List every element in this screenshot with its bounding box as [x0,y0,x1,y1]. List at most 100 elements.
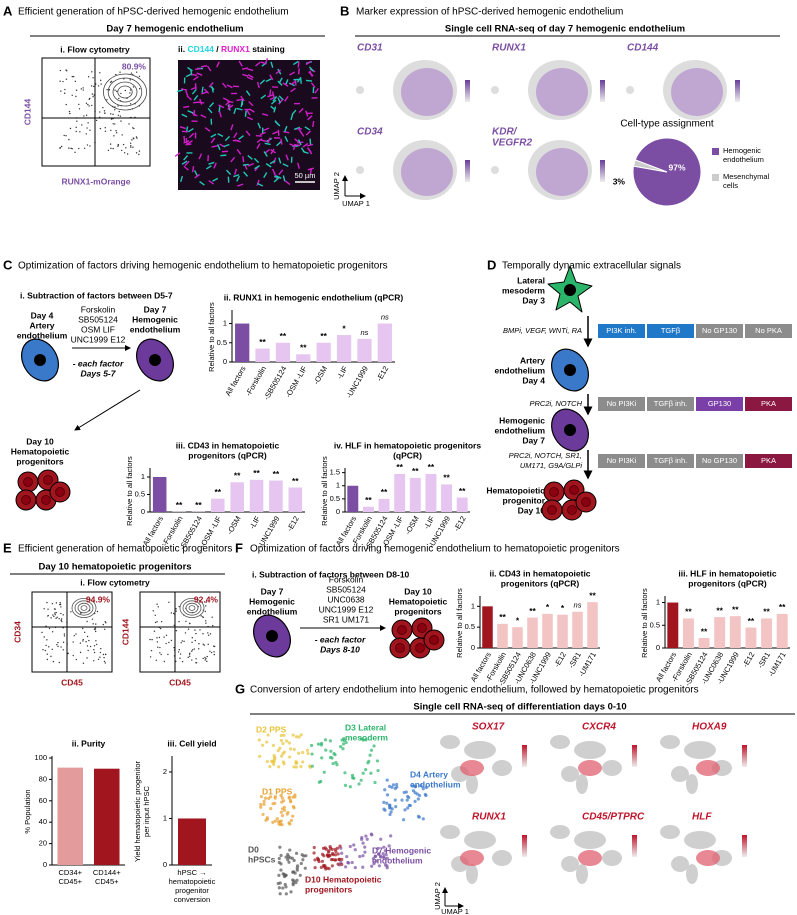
flow-dot [75,126,77,129]
umap-dot [424,785,428,790]
gene-label: CD144 [627,43,659,54]
flow-dot [79,651,82,654]
bar [211,498,225,512]
bar [482,606,493,648]
hpc-nucleus [549,487,559,497]
flow-dot [48,646,50,648]
stain-fiber [174,152,181,157]
significance-label: * [342,323,346,333]
flow-dot [51,602,54,605]
flow-dot [69,112,71,115]
stain-fiber [282,163,289,168]
flow-dot [135,152,138,154]
umap-dot [312,845,316,850]
flow-dot [99,111,101,113]
flow-dot [70,611,72,613]
umap-dot [281,886,285,890]
flow-dot [206,660,208,663]
flow-dot [203,644,206,646]
stain-fiber [304,126,311,131]
umap-dot [377,852,381,856]
signal-label: No PI3Ki [607,399,637,408]
y-tick-label: 0 [43,860,47,869]
flow-dot [156,637,158,639]
bar [235,323,250,362]
flow-dot [105,622,107,624]
umap-dot [258,754,262,758]
umap-dot [279,793,283,798]
flow-dot [78,108,81,110]
signal-box [598,324,645,338]
umap-cluster [464,741,496,759]
flow-dot [56,616,58,619]
stain-fiber [210,133,217,138]
umap-cluster [491,86,499,94]
umap-dot [350,773,355,777]
umap-dot [364,768,368,772]
stage-label: progenitors [394,606,441,616]
stain-fiber [200,65,208,68]
chart-title: iii. Cell yield [167,738,216,748]
flow-dot [209,633,212,635]
umap-dot [332,751,336,756]
stain-fiber [211,145,218,148]
y-tick-label: 0 [471,643,475,652]
umap-dot [288,798,293,803]
umap-dot [293,795,297,799]
flow-dot [170,639,173,642]
umap-dot [338,844,342,848]
stain-fiber [290,113,294,121]
flow-dot [213,651,215,653]
flow-dot [59,602,61,604]
flow-dot [149,656,152,658]
umap-dot [294,765,299,769]
umap-dot [279,810,283,814]
umap-cluster [356,86,364,94]
stain-fiber [218,104,225,109]
flow-dot [104,662,107,664]
significance-label: ** [763,607,770,617]
stage-label: endothelium [17,330,68,340]
umap-dot [324,748,328,752]
stain-fiber [205,165,212,170]
umap-dot [340,738,344,742]
umap-dot [278,892,282,896]
stage-label: progenitor [503,495,546,505]
flow-dot [51,648,53,651]
stain-fiber [186,95,193,101]
legend-label: endothelium [723,155,764,164]
stain-fiber [294,144,301,147]
y-tick-label: 0 [656,643,660,652]
flow-dot [57,645,59,648]
flow-dot [65,103,67,106]
y-tick-label: 20 [39,839,47,848]
stain-fiber [208,180,215,185]
umap-dot [369,748,374,752]
scale-label: 50 µm [295,171,316,180]
stain-title-part: ii. [178,44,187,54]
umap-dot [406,794,410,799]
hpc-nucleus [415,643,425,653]
y-tick-label: 0.5 [135,489,145,498]
flow-dot [82,89,84,91]
stain-fiber [305,79,313,82]
factor-label: UNC0638 [327,594,365,604]
flow-dot [104,653,107,656]
flow-axis-label: RUNX1-mOrange [62,176,131,186]
umap-dot [373,854,377,858]
umap-dot [282,762,286,766]
stain-fiber [220,154,227,157]
flow-dot [95,643,98,646]
flow-contour [77,602,91,614]
significance-label: ** [685,607,692,617]
flow-dot [70,147,72,150]
flow-dot [204,659,206,661]
flow-dot [94,630,97,633]
stain-fiber [216,61,220,68]
legend-label: Mesenchymal [723,172,770,181]
umap-dot [313,858,317,862]
umap-dot [344,865,348,869]
flow-contour [103,73,148,111]
flow-dot [75,95,77,98]
flow-dot [179,653,182,655]
